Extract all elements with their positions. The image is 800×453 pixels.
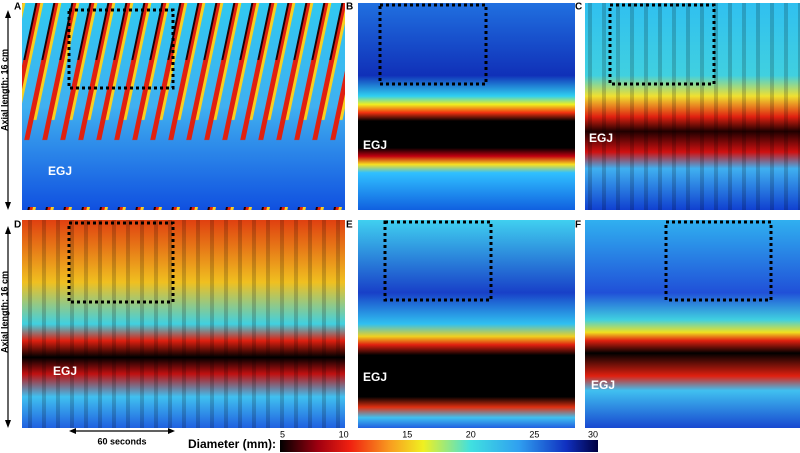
egj-label: EGJ [589, 131, 613, 145]
colorbar-tick-label: 5 [280, 429, 285, 439]
heatmap [358, 3, 575, 210]
heatmap-stripes [22, 220, 345, 428]
colorbar-title: Diameter (mm): [188, 437, 276, 451]
time-scale: 60 seconds [69, 428, 175, 446]
egj-label: EGJ [53, 364, 77, 378]
colorbar-tick-label: 20 [466, 429, 476, 439]
panel-letter: A [14, 2, 21, 13]
colorbar-tick-label: 15 [402, 429, 412, 439]
region-box [378, 3, 488, 86]
region-box [67, 8, 175, 90]
colorbar-tick-label: 10 [339, 429, 349, 439]
egj-label: EGJ [591, 378, 615, 392]
region-box [608, 3, 716, 86]
panel-letter: E [346, 220, 353, 231]
colorbar-tick-label: 30 [588, 429, 598, 439]
region-box [67, 221, 175, 304]
colorbar: Diameter (mm): 5 10 15 20 25 30 [188, 429, 598, 452]
time-label: 60 seconds [97, 436, 146, 446]
colorbar-tick-label: 25 [529, 429, 539, 439]
heatmap [585, 220, 800, 428]
egj-label: EGJ [363, 138, 387, 152]
axis-label: Axial length: 16 cm [0, 271, 9, 353]
panel-letter: C [575, 2, 582, 13]
heatmap-stripes [585, 3, 800, 210]
region-box [664, 220, 773, 302]
axis-label: Axial length: 16 cm [0, 49, 9, 131]
panel-f: F EGJ [575, 220, 800, 428]
panel-letter: F [575, 220, 581, 231]
panel-letter: B [346, 2, 353, 13]
panel-c: C EGJ [575, 2, 800, 210]
colorbar-scale [280, 440, 598, 452]
axial-axis: Axial length: 16 cm Axial length: 16 cm [0, 10, 11, 428]
heatmap-stripes [22, 3, 345, 210]
panel-e: E EGJ [346, 220, 575, 428]
panel-a: A EGJ [14, 2, 345, 210]
heatmap [358, 220, 575, 428]
panel-b: B EGJ [346, 2, 575, 210]
panel-letter: D [14, 220, 21, 231]
panel-d: D EGJ [14, 220, 345, 428]
egj-label: EGJ [363, 370, 387, 384]
region-box [383, 220, 493, 302]
egj-label: EGJ [48, 164, 72, 178]
